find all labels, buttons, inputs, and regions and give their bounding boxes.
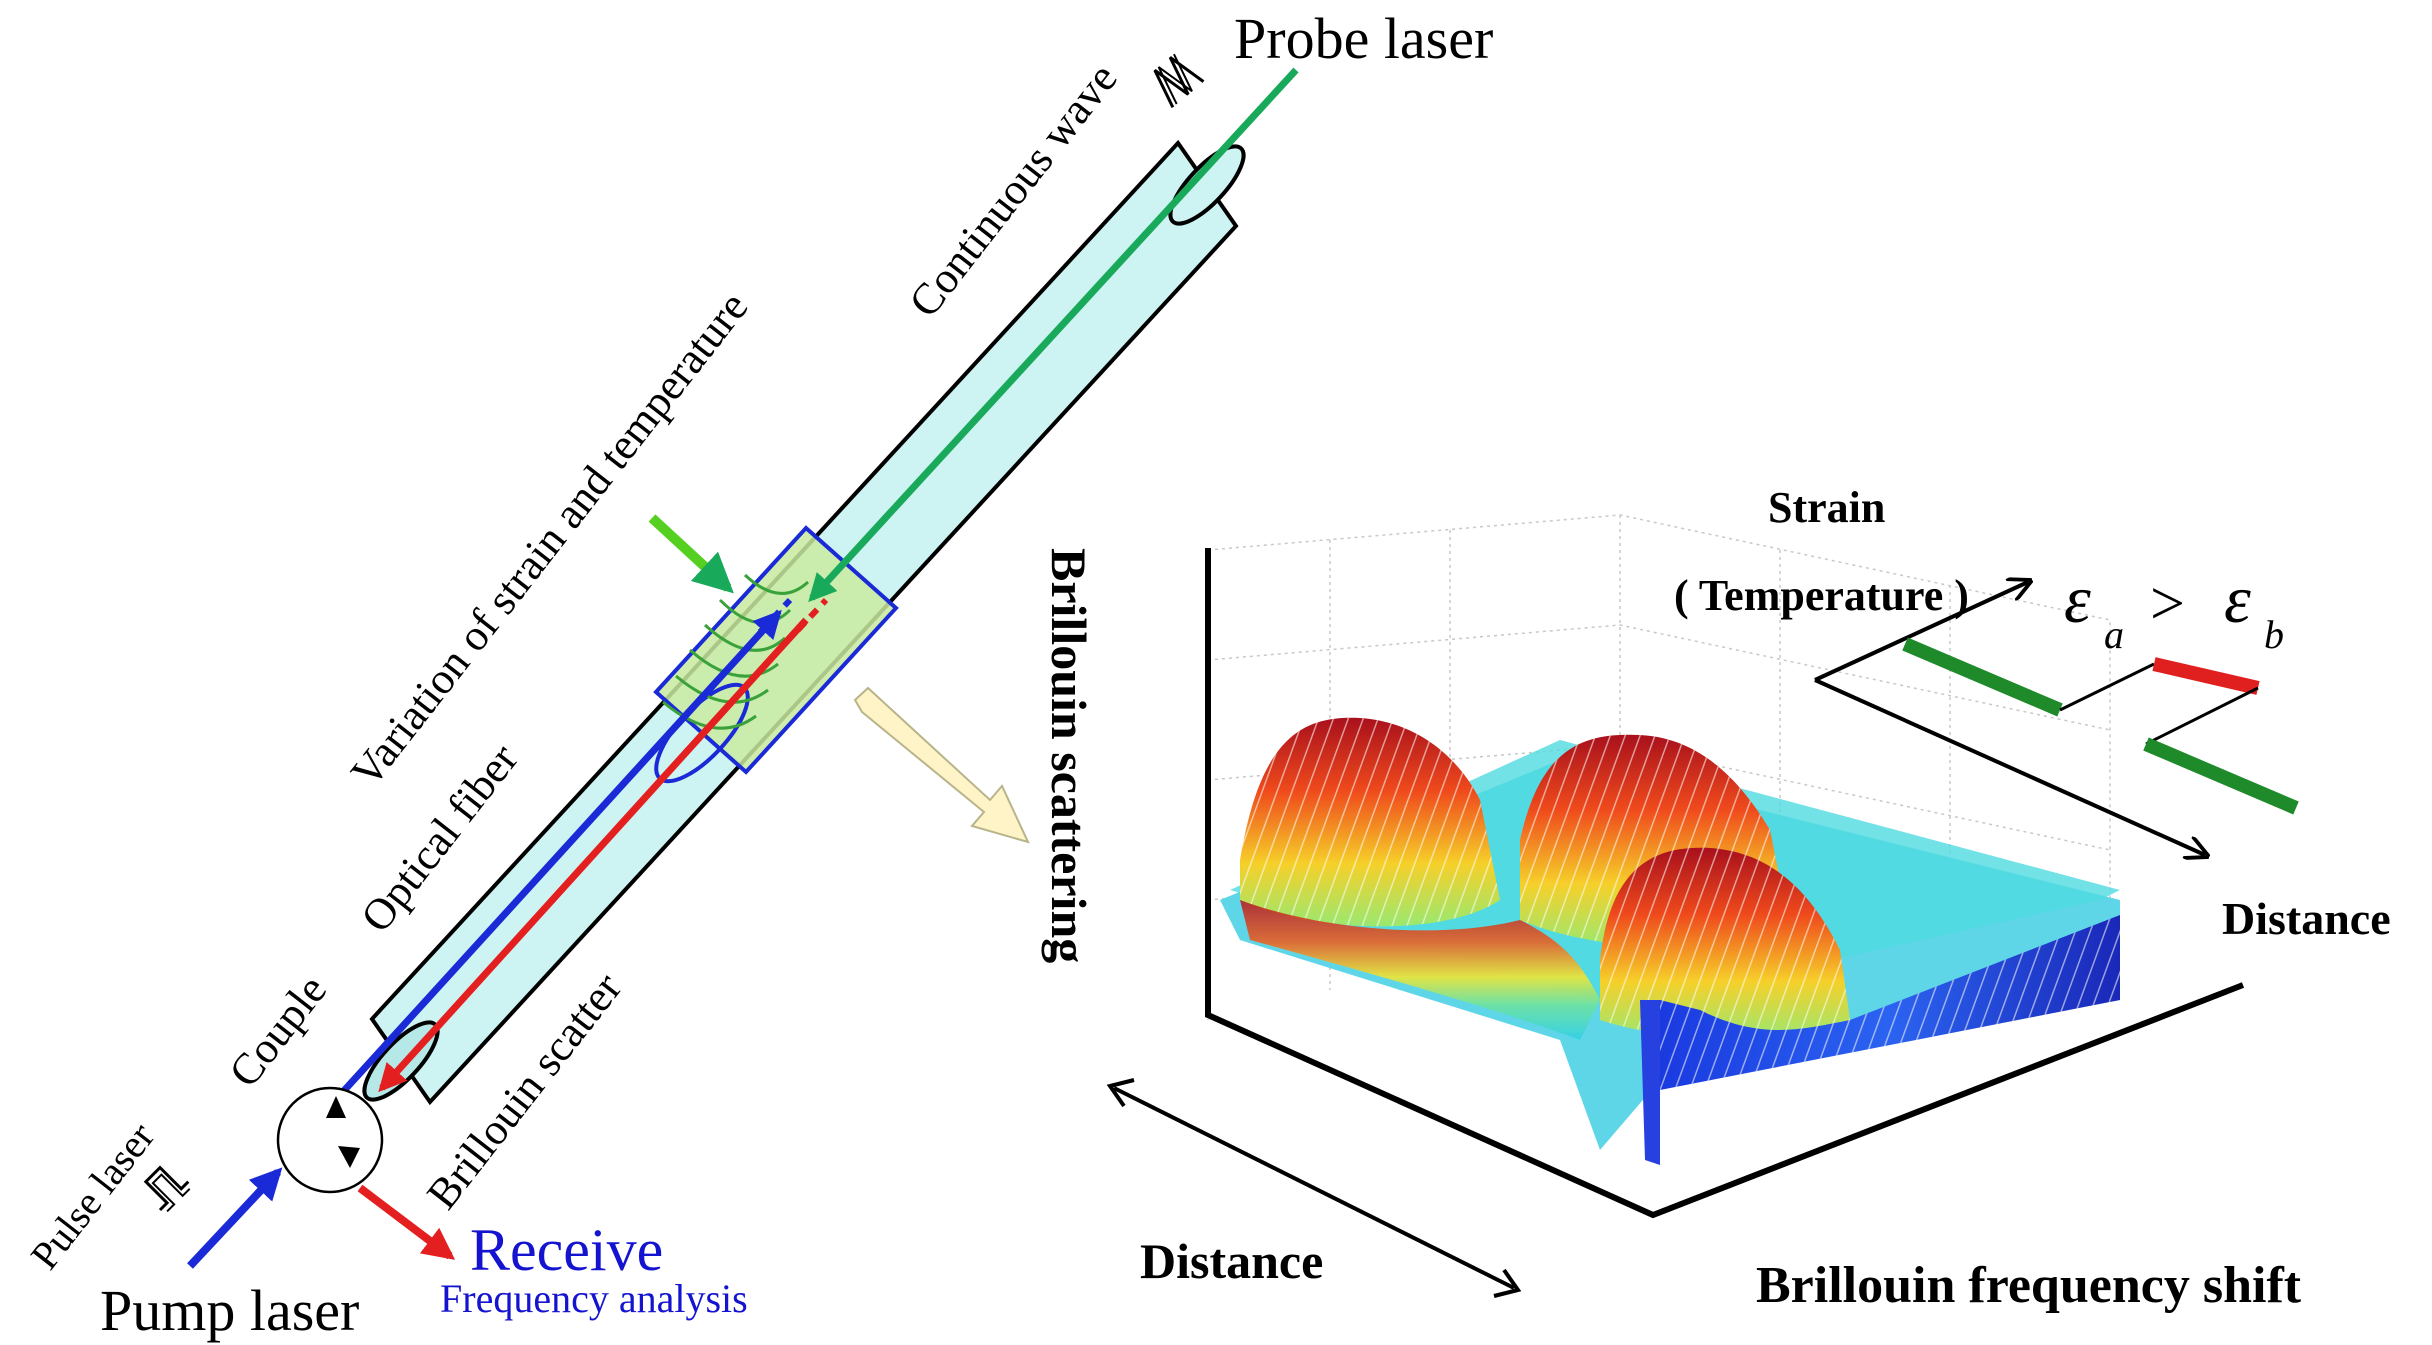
pulse-waveform-icon xyxy=(143,1165,191,1213)
brillouin-scatter-beam xyxy=(378,617,809,1093)
surface-peak-3-mesh xyxy=(1600,847,1850,1039)
plot-axes xyxy=(1205,548,2245,1219)
strain-inset xyxy=(1814,582,2299,855)
pump-input-arrow xyxy=(187,1167,283,1269)
strain-segment-a xyxy=(2152,657,2260,695)
couple-label: Couple xyxy=(219,966,336,1096)
frequency-shift-axis-label: Brillouin frequency shift xyxy=(1756,1257,2302,1314)
continuous-waveform-icon xyxy=(1153,53,1205,108)
distance-bottom-label: Distance xyxy=(1140,1233,1323,1289)
scatter-dashed xyxy=(795,597,829,633)
brillouin-3d-plot xyxy=(1106,514,2245,1298)
probe-laser-label: Probe laser xyxy=(1234,6,1493,71)
brillouin-scattering-axis-label: Brillouin scattering xyxy=(1041,548,1097,963)
epsilon-a: ε xyxy=(2064,561,2091,637)
surface-peak-1-mesh xyxy=(1240,717,1500,927)
fiber-top-end xyxy=(1168,144,1246,226)
pump-laser-beam xyxy=(327,609,782,1109)
surface-band xyxy=(1240,900,1600,1040)
surface-front-wall-mesh xyxy=(1660,915,2120,1090)
temperature-axis-label: ( Temperature ) xyxy=(1674,571,1969,620)
variation-pointer-arrow xyxy=(648,514,734,594)
receive-label: Receive xyxy=(470,1217,663,1283)
probe-laser-beam xyxy=(808,67,1299,603)
pump-dashed xyxy=(757,597,793,635)
strain-segment-b-right xyxy=(2143,737,2299,815)
strain-axis-label: Strain xyxy=(1768,483,1885,532)
expand-pointer-arrow xyxy=(853,686,1030,844)
surface-front-wall-left xyxy=(1640,1000,1660,1165)
circulator-icon xyxy=(276,1086,384,1194)
frequency-analysis-label: Frequency analysis xyxy=(440,1276,748,1321)
strain-segment-b-left xyxy=(1902,637,2063,717)
strain-step-down xyxy=(2145,686,2259,746)
distance-double-arrow xyxy=(1106,1078,1522,1298)
acoustic-wavefronts xyxy=(662,573,810,730)
greater-than: > xyxy=(2150,570,2185,638)
strain-step-up xyxy=(2059,662,2155,712)
pump-laser-label: Pump laser xyxy=(100,1278,359,1343)
pulse-laser-label: Pulse laser xyxy=(22,1114,163,1277)
distance-right-label: Distance xyxy=(2222,893,2391,944)
optical-fiber-assembly xyxy=(143,53,1299,1269)
epsilon-b-subscript: b xyxy=(2264,612,2284,657)
epsilon-b: ε xyxy=(2224,561,2251,637)
strain-relation-formula: ε a > ε b xyxy=(2064,561,2284,657)
epsilon-a-subscript: a xyxy=(2104,612,2124,657)
receive-output-arrow xyxy=(357,1184,456,1260)
